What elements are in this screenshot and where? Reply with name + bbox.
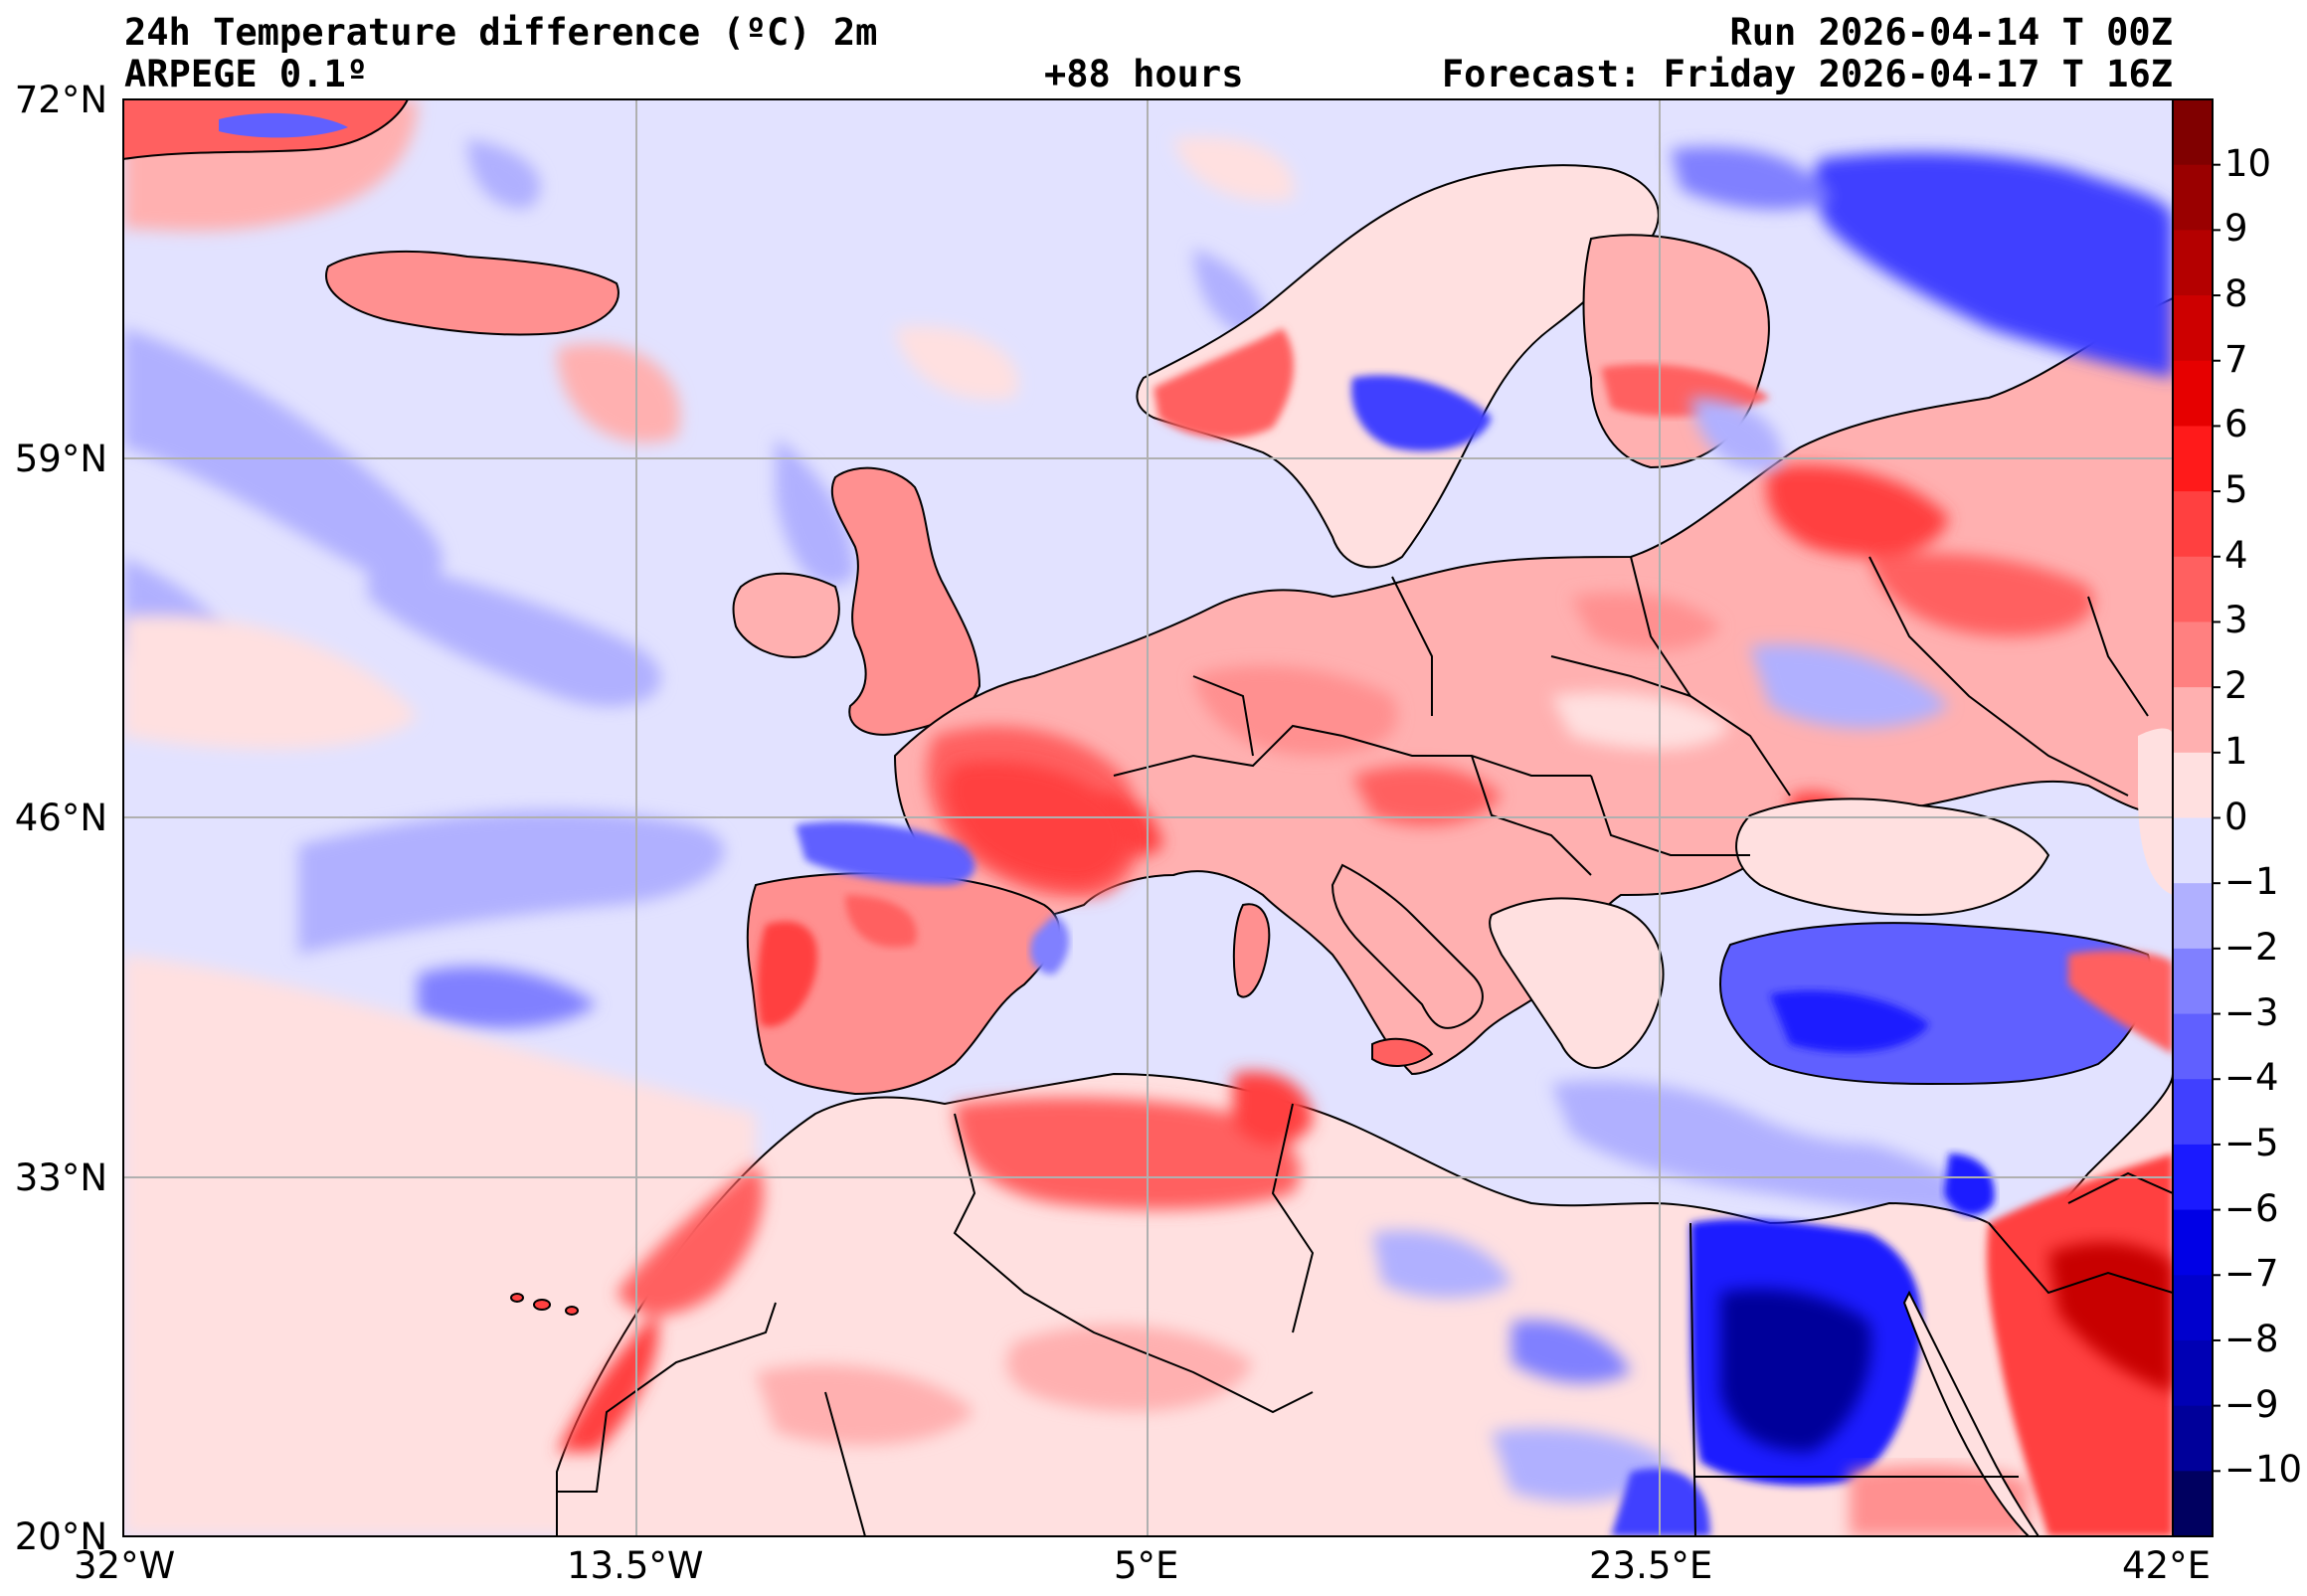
colorbar-band <box>2173 230 2213 296</box>
sicily <box>1371 1037 1434 1067</box>
forecast-valid-time: Forecast: Friday 2026-04-17 T 16Z <box>1441 53 2173 95</box>
colorbar-tick-label: −4 <box>2224 1056 2279 1100</box>
canary-islands <box>510 1293 579 1316</box>
lat-label: 33°N <box>14 1156 107 1199</box>
temperature-field <box>123 99 2173 1536</box>
colorbar-tick-label: −2 <box>2224 925 2279 969</box>
lat-label: 46°N <box>14 797 107 839</box>
colorbar-band <box>2173 360 2213 428</box>
lon-label: 23.5°E <box>1589 1544 1713 1587</box>
colorbar-frame <box>2172 98 2214 1537</box>
colorbar-tick-label: −8 <box>2224 1317 2279 1360</box>
lon-label: 42°E <box>2122 1544 2211 1587</box>
iceland <box>325 250 620 336</box>
colorbar-tick-label: 1 <box>2224 729 2248 773</box>
colorbar-tick-label: −10 <box>2224 1448 2303 1492</box>
italy <box>1331 863 1484 1029</box>
black-sea <box>1735 798 2050 917</box>
great-britain <box>830 466 981 736</box>
colorbar-tick-label: −3 <box>2224 990 2279 1034</box>
colorbar-band <box>2173 556 2213 623</box>
colorbar-band <box>2173 1405 2213 1472</box>
colorbar-tick-label: 0 <box>2224 795 2248 838</box>
balkans <box>1489 897 1665 1069</box>
colorbar-tick-label: 8 <box>2224 272 2248 316</box>
sardinia-corsica <box>1232 903 1271 998</box>
model-name: ARPEGE 0.1º <box>124 53 369 95</box>
colorbar-tick-label: 6 <box>2224 403 2248 446</box>
grid-lines <box>123 99 2173 1536</box>
colorbar-tick-label: 4 <box>2224 533 2248 577</box>
colorbar-band <box>2173 426 2213 492</box>
colorbar-tick-label: −5 <box>2224 1121 2279 1164</box>
colorbar <box>2173 99 2220 1537</box>
lon-label: 32°W <box>74 1544 176 1587</box>
colorbar-band <box>2173 948 2213 1015</box>
borders <box>557 556 2173 1536</box>
colorbar-band <box>2173 817 2213 884</box>
colorbar-tick-label: −7 <box>2224 1252 2279 1296</box>
colorbar-tick-label: 9 <box>2224 207 2248 251</box>
colorbar-tick-label: 7 <box>2224 337 2248 381</box>
colorbar-band <box>2173 687 2213 754</box>
biscay-cold <box>796 821 976 885</box>
ireland <box>732 572 840 658</box>
scandinavia <box>1136 164 1660 569</box>
colorbar-band <box>2173 1079 2213 1146</box>
red-sea <box>1902 1290 2041 1536</box>
lon-label: 5°E <box>1114 1544 1179 1587</box>
map-title: 24h Temperature difference (ºC) 2m <box>124 11 878 54</box>
lon-label: 13.5°W <box>567 1544 704 1587</box>
lat-label: 20°N <box>14 1515 107 1558</box>
colorbar-tick-label: 3 <box>2224 599 2248 642</box>
russia-cold-area <box>1671 146 2173 729</box>
colorbar-tick-label: 2 <box>2224 664 2248 708</box>
lat-label: 72°N <box>14 79 107 121</box>
colorbar-band <box>2173 1471 2213 1537</box>
colorbar-band <box>2173 99 2213 166</box>
colorbar-band <box>2173 883 2213 950</box>
run-time: Run 2026-04-14 T 00Z <box>1729 11 2173 54</box>
colorbar-band <box>2173 1339 2213 1407</box>
colorbar-tick-label: −6 <box>2224 1186 2279 1230</box>
colorbar-band <box>2173 1013 2213 1080</box>
colorbar-tick-label: 5 <box>2224 468 2248 512</box>
colorbar-band <box>2173 295 2213 362</box>
colorbar-band <box>2173 1209 2213 1276</box>
lat-label: 59°N <box>14 438 107 480</box>
colorbar-band <box>2173 491 2213 558</box>
colorbar-tick-label: −9 <box>2224 1382 2279 1426</box>
colorbar-tick-label: −1 <box>2224 860 2279 904</box>
colorbar-band <box>2173 164 2213 231</box>
colorbar-band <box>2173 752 2213 819</box>
colorbar-band <box>2173 1144 2213 1211</box>
colorbar-band <box>2173 1275 2213 1341</box>
forecast-lead-time: +88 hours <box>1044 53 1244 95</box>
africa-temperature-cores <box>557 1071 1671 1502</box>
colorbar-tick-label: 10 <box>2224 141 2272 185</box>
colorbar-band <box>2173 621 2213 688</box>
